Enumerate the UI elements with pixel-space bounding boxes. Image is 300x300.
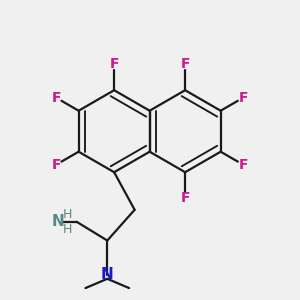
Text: N: N bbox=[101, 267, 114, 282]
Text: H: H bbox=[63, 208, 72, 221]
Text: F: F bbox=[238, 91, 248, 105]
Text: F: F bbox=[180, 57, 190, 71]
Text: H: H bbox=[63, 223, 72, 236]
Text: F: F bbox=[51, 158, 61, 172]
Text: F: F bbox=[51, 91, 61, 105]
Text: F: F bbox=[110, 57, 119, 71]
Text: N: N bbox=[51, 214, 64, 229]
Text: F: F bbox=[180, 191, 190, 205]
Text: F: F bbox=[238, 158, 248, 172]
